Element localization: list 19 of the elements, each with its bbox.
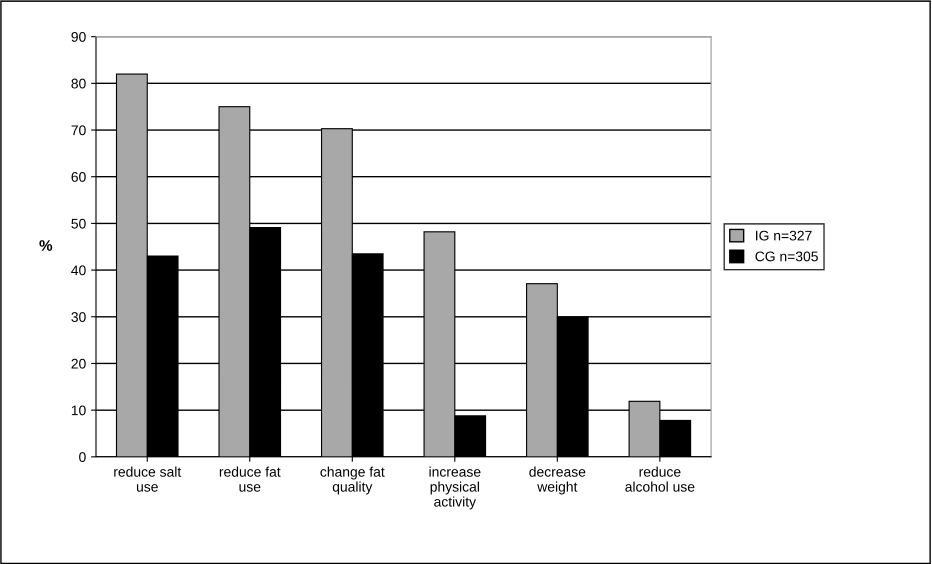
y-tick-label: 80: [71, 78, 86, 89]
y-tick-label: 50: [71, 218, 86, 229]
y-tick-label: 60: [72, 172, 86, 182]
x-tick-label: decrease weight: [529, 466, 586, 494]
legend-label: CG n=305: [755, 251, 818, 262]
y-tick-label: 10: [72, 405, 86, 416]
x-tick-label: reduce alcohol use: [625, 466, 694, 492]
y-tick-label: 40: [71, 265, 86, 276]
x-tick-label: reduce fat use: [220, 466, 281, 492]
x-tick-label: increase physical activity: [430, 466, 480, 510]
y-tick-label: 90: [71, 32, 86, 42]
y-axis-title: %: [39, 240, 52, 251]
y-tick-label: 70: [72, 125, 86, 136]
y-tick-label: 30: [71, 312, 86, 322]
x-tick-label: change fat quality: [320, 466, 385, 494]
legend-label: IG n=327: [756, 230, 812, 241]
x-tick-label: reduce salt use: [114, 466, 182, 492]
y-tick-label: 20: [72, 358, 86, 369]
y-tick-label: 0: [79, 452, 86, 462]
